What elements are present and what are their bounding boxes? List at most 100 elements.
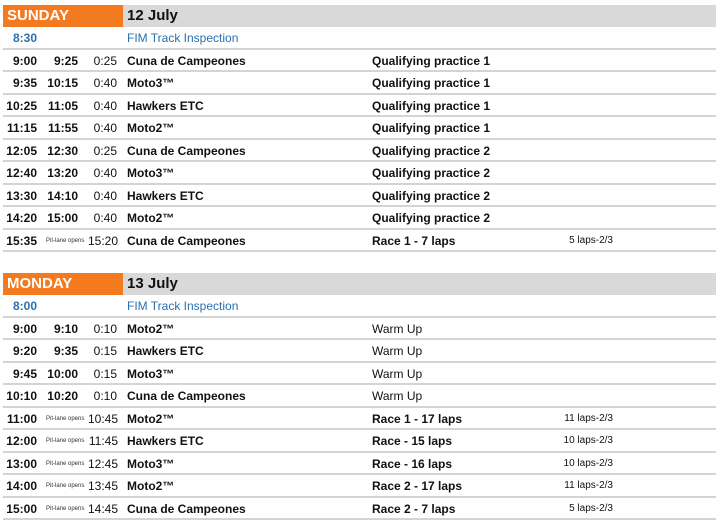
note: 11 laps-2/3	[564, 412, 613, 424]
end-time: 9:35	[53, 344, 78, 358]
inspection-time: 8:00	[12, 299, 37, 313]
duration: 0:25	[93, 143, 117, 158]
row-line	[3, 450, 716, 453]
class-name: Hawkers ETC	[127, 344, 204, 358]
class-name: Cuna de Campeones	[127, 501, 246, 516]
class-name: Cuna de Campeones	[127, 53, 246, 68]
start-time: 15:35	[6, 233, 37, 248]
start-time: 10:25	[6, 98, 37, 113]
class-name: Moto2™	[127, 411, 175, 426]
pit-time: 11:45	[88, 434, 118, 448]
row-line	[3, 405, 716, 408]
inspection-label: FIM Track Inspection	[127, 31, 239, 45]
end-time: 13:20	[47, 166, 78, 180]
session: Race 1 - 17 laps	[372, 411, 463, 426]
session: Qualifying practice 1	[372, 76, 491, 90]
duration: 0:40	[93, 166, 117, 180]
start-time: 9:20	[12, 344, 37, 358]
row-line	[3, 160, 716, 162]
row-line	[3, 182, 716, 185]
session: Qualifying practice 2	[372, 188, 491, 203]
end-time: 9:10	[53, 321, 78, 336]
note: 10 laps-2/3	[563, 435, 613, 446]
duration: 0:40	[93, 188, 117, 203]
pit-label: Pit-lane opens	[46, 438, 85, 444]
end-time: 15:00	[47, 211, 78, 225]
class-name: Cuna de Campeones	[127, 233, 246, 248]
end-time: 10:00	[47, 366, 78, 381]
date-label: 12 July	[123, 5, 716, 27]
row-line	[3, 92, 716, 95]
row-line	[3, 338, 716, 340]
row-line	[3, 428, 716, 430]
session: Race 2 - 17 laps	[372, 479, 463, 493]
row-line	[3, 47, 716, 50]
duration: 0:10	[93, 389, 117, 403]
inspection-time: 8:30	[12, 31, 37, 45]
end-time: 11:55	[47, 121, 78, 135]
row-line	[3, 137, 716, 140]
session: Race - 15 laps	[372, 434, 453, 448]
end-time: 11:05	[47, 98, 78, 113]
pit-label: Pit-lane opens	[46, 415, 85, 422]
start-time: 10:10	[6, 389, 37, 403]
duration: 0:40	[93, 76, 117, 90]
class-name: Moto2™	[127, 121, 175, 135]
start-time: 15:00	[6, 501, 37, 516]
end-time: 10:20	[47, 389, 78, 403]
class-name: Cuna de Campeones	[127, 389, 246, 403]
duration: 0:15	[93, 344, 117, 358]
row-line	[3, 495, 716, 498]
session: Warm Up	[372, 389, 423, 403]
session: Qualifying practice 2	[372, 211, 491, 225]
session: Warm Up	[372, 344, 423, 358]
date-label: 13 July	[123, 273, 716, 295]
session: Warm Up	[372, 366, 423, 381]
class-name: Hawkers ETC	[127, 188, 204, 203]
class-name: Moto3™	[127, 456, 175, 471]
duration: 0:10	[93, 321, 117, 336]
pit-time: 13:45	[87, 479, 118, 493]
session: Race - 16 laps	[372, 456, 453, 471]
session: Race 1 - 7 laps	[372, 233, 456, 248]
duration: 0:40	[93, 211, 117, 225]
start-time: 12:00	[6, 434, 37, 448]
end-time: 10:15	[47, 76, 78, 90]
day-label: SUNDAY	[3, 5, 123, 27]
class-name: Cuna de Campeones	[127, 143, 246, 158]
note: 10 laps-2/3	[563, 457, 613, 469]
start-time: 13:00	[6, 456, 37, 471]
start-time: 9:00	[12, 53, 37, 68]
start-time: 9:35	[12, 76, 37, 90]
session: Race 2 - 7 laps	[372, 501, 456, 516]
class-name: Hawkers ETC	[127, 98, 204, 113]
row-line	[3, 205, 716, 207]
pit-label: Pit-lane opens	[46, 505, 85, 512]
pit-time: 14:45	[87, 501, 118, 516]
start-time: 9:45	[12, 366, 37, 381]
duration: 0:40	[93, 121, 117, 135]
duration: 0:15	[93, 366, 117, 381]
end-time: 14:10	[47, 188, 78, 203]
class-name: Hawkers ETC	[127, 434, 204, 448]
start-time: 11:15	[6, 121, 37, 135]
session: Qualifying practice 1	[372, 98, 491, 113]
end-time: 12:30	[47, 143, 78, 158]
session: Warm Up	[372, 321, 423, 336]
pit-time: 15:20	[87, 233, 118, 248]
session: Qualifying practice 2	[372, 166, 491, 180]
start-time: 14:20	[6, 211, 37, 225]
class-name: Moto2™	[127, 479, 175, 493]
row-line	[3, 518, 716, 520]
pit-label: Pit-lane opens	[46, 237, 85, 244]
start-time: 13:30	[6, 188, 37, 203]
duration: 0:40	[93, 98, 117, 113]
row-line	[3, 360, 716, 363]
class-name: Moto3™	[127, 76, 175, 90]
inspection-label: FIM Track Inspection	[127, 299, 239, 313]
end-time: 9:25	[53, 53, 78, 68]
class-name: Moto2™	[127, 321, 175, 336]
class-name: Moto2™	[127, 211, 175, 225]
row-line	[3, 227, 716, 230]
note: 11 laps-2/3	[564, 480, 613, 491]
